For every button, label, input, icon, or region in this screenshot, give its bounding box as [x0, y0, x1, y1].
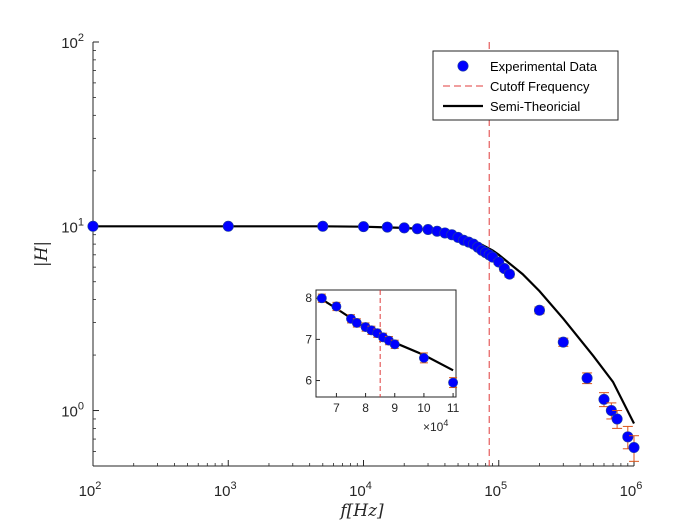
inset-zoom-plot: 7 8 9 10 11 6 7 8 ×104 — [305, 289, 460, 434]
data-marker — [611, 413, 623, 425]
data-marker — [503, 268, 515, 280]
data-marker — [628, 442, 640, 454]
experimental-point — [411, 223, 423, 235]
experimental-point — [381, 221, 393, 233]
data-marker — [398, 222, 410, 234]
inset-y-tick-label: 7 — [305, 332, 312, 346]
inset-x-tick-label: 9 — [391, 401, 398, 415]
x-axis-label: f[Hz] — [338, 501, 384, 521]
data-marker — [533, 304, 545, 316]
y-tick-label: 100 — [61, 401, 84, 421]
main-plot-area — [87, 42, 640, 466]
data-marker — [317, 220, 329, 232]
inset-point — [316, 293, 327, 304]
experimental-point — [87, 220, 99, 232]
inset-point — [351, 318, 362, 328]
x-tick-label: 103 — [214, 480, 237, 500]
data-marker — [381, 221, 393, 233]
experimental-point — [605, 402, 617, 420]
experimental-point — [611, 410, 623, 429]
inset-point — [331, 301, 342, 312]
inset-x-multiplier: ×104 — [423, 418, 448, 434]
experimental-point — [581, 372, 593, 385]
data-marker — [598, 393, 610, 405]
experimental-point — [598, 392, 610, 408]
inset-marker — [351, 318, 362, 328]
inset-marker — [331, 301, 342, 312]
inset-x-tick-label: 10 — [417, 401, 431, 415]
experimental-point — [503, 268, 515, 280]
data-marker — [581, 372, 593, 384]
inset-x-tick-label: 11 — [447, 401, 460, 415]
experimental-point — [533, 304, 545, 316]
inset-point — [389, 339, 400, 350]
x-tick-label: 106 — [620, 480, 643, 500]
experimental-point — [357, 221, 369, 233]
legend-entry: Cutoff Frequency — [490, 79, 590, 94]
inset-x-tick-label: 8 — [362, 401, 369, 415]
inset-x-tick-label: 7 — [333, 401, 340, 415]
inset-point — [419, 352, 429, 364]
y-tick-label: 101 — [61, 216, 84, 236]
inset-marker — [389, 339, 400, 350]
data-marker — [357, 221, 369, 233]
x-tick-label: 102 — [79, 480, 102, 500]
x-tick-label: 104 — [349, 480, 372, 500]
experimental-point — [317, 220, 329, 232]
y-tick-label: 102 — [61, 32, 84, 52]
legend-marker-experimental — [457, 60, 469, 72]
data-marker — [411, 223, 423, 235]
inset-y-tick-label: 8 — [305, 291, 312, 305]
experimental-point — [628, 435, 640, 462]
inset-point — [448, 377, 458, 389]
y-axis-label: |H| — [32, 241, 52, 267]
inset-marker — [316, 293, 327, 304]
legend: Experimental Data Cutoff Frequency Semi-Th… — [432, 50, 619, 121]
experimental-point — [398, 222, 410, 234]
data-marker — [622, 431, 634, 443]
legend-entry: Semi-Theoricial — [490, 99, 580, 114]
inset-marker — [419, 353, 429, 363]
data-marker — [87, 220, 99, 232]
inset-y-tick-label: 6 — [305, 374, 312, 388]
legend-entry: Experimental Data — [490, 59, 598, 74]
data-marker — [222, 220, 234, 232]
data-marker — [422, 224, 434, 236]
experimental-point — [422, 224, 434, 236]
x-tick-label: 105 — [484, 480, 507, 500]
experimental-point — [222, 220, 234, 232]
experimental-point — [557, 336, 569, 348]
data-marker — [557, 336, 569, 348]
inset-marker — [448, 377, 458, 388]
